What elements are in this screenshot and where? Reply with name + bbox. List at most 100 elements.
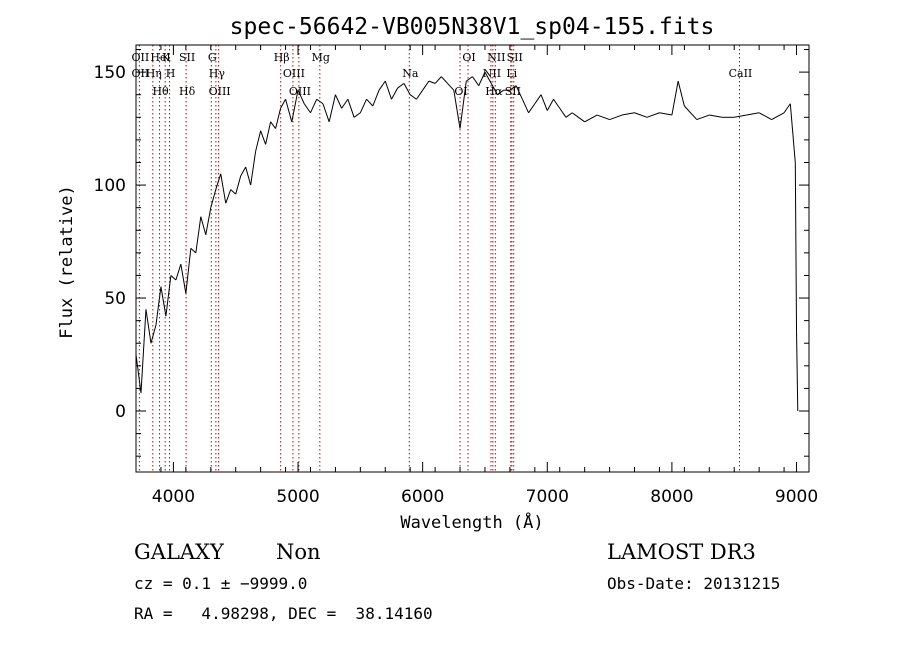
spectrum-segment-57 bbox=[453, 90, 461, 129]
line-label-7-0: Hγ bbox=[209, 67, 226, 80]
spectrum-segment-81 bbox=[621, 112, 635, 116]
line-label-1-0: Hη bbox=[146, 67, 162, 80]
object-class: GALAXY bbox=[134, 540, 225, 564]
spectrum-segment-67 bbox=[515, 85, 523, 100]
spectrum-segment-80 bbox=[609, 114, 623, 121]
spectrum-segment-59 bbox=[465, 76, 473, 82]
axis-ticks: 4000 5000 6000 7000 8000 9000 0 50 100 150 bbox=[94, 45, 818, 507]
spectrum-segment-53 bbox=[428, 80, 436, 84]
spectrum-segment-43 bbox=[366, 98, 374, 107]
obs-date: Obs-Date: 20131215 bbox=[607, 574, 780, 593]
spectrum-segment-76 bbox=[571, 112, 579, 118]
spectrum-segment-68 bbox=[521, 99, 530, 113]
spectrum-segment-7 bbox=[170, 275, 177, 281]
spectrum-segment-2 bbox=[145, 309, 152, 344]
line-label-11-0: OIII bbox=[289, 85, 311, 98]
spectrum-segment-37 bbox=[328, 94, 336, 122]
spectrum-segment-18 bbox=[225, 189, 232, 204]
spectrum-segment-32 bbox=[297, 89, 305, 104]
spectrum-segment-30 bbox=[285, 99, 293, 122]
line-label-2-0: Hθ bbox=[152, 85, 169, 98]
x-tick-label-0: 4000 bbox=[152, 487, 195, 507]
spectrum-segment-1 bbox=[140, 309, 147, 393]
spectrum-segment-94 bbox=[771, 112, 785, 120]
chart-title: spec-56642-VB005N38V1_sp04-155.fits bbox=[230, 14, 715, 40]
spectrum-segment-16 bbox=[215, 173, 222, 190]
spectrum-segment-29 bbox=[280, 98, 286, 109]
spectrum-segment-72 bbox=[546, 98, 554, 111]
spectrum-segment-45 bbox=[378, 80, 386, 91]
spectrum-segment-73 bbox=[553, 98, 561, 109]
spectrum-segment-41 bbox=[353, 112, 361, 118]
spectrum-segment-89 bbox=[709, 114, 722, 118]
spectrum-segment-71 bbox=[540, 94, 548, 111]
spectrum-segment-17 bbox=[220, 173, 227, 204]
spectrum-segment-61 bbox=[478, 71, 486, 86]
spectrum-segment-56 bbox=[447, 83, 455, 91]
spectrum-segment-66 bbox=[509, 85, 517, 91]
spectrum-segment-51 bbox=[416, 89, 424, 100]
spectrum-segment-79 bbox=[596, 114, 610, 121]
line-label-2-1: HeI bbox=[150, 51, 170, 64]
spectrum-segment-54 bbox=[434, 76, 442, 84]
spectrum-segment-64 bbox=[497, 89, 504, 96]
spectrum-segment-34 bbox=[310, 99, 318, 113]
spectrum-segment-49 bbox=[403, 83, 411, 95]
x-tick-label-3: 7000 bbox=[526, 487, 569, 507]
spectrum-segment-75 bbox=[565, 112, 573, 118]
spectrum-segment-40 bbox=[347, 99, 355, 118]
spectrum-segment-91 bbox=[734, 114, 747, 118]
spectrum-segment-69 bbox=[528, 103, 536, 114]
spectrum-segment-24 bbox=[255, 130, 262, 152]
x-tick-label-4: 8000 bbox=[650, 487, 693, 507]
spectrum-segment-33 bbox=[303, 103, 311, 114]
line-label-15-0: OI bbox=[462, 51, 475, 64]
spectrum-segment-82 bbox=[634, 112, 648, 118]
spectrum-segment-5 bbox=[160, 286, 167, 317]
y-tick-label-3: 150 bbox=[94, 63, 126, 83]
plot-axes bbox=[135, 44, 810, 473]
y-tick-label-1: 50 bbox=[104, 289, 126, 309]
spectrum-segment-46 bbox=[384, 80, 392, 100]
spectrum-segment-8 bbox=[175, 263, 182, 281]
spectrum-segment-11 bbox=[190, 247, 197, 254]
plot-frame bbox=[135, 44, 810, 473]
y-tick-label-0: 0 bbox=[115, 402, 126, 422]
x-axis-label: Wavelength (Å) bbox=[400, 511, 543, 533]
spectrum-segment-62 bbox=[484, 71, 492, 84]
object-subclass: Non bbox=[276, 540, 321, 564]
spectrum-segment-21 bbox=[240, 166, 247, 177]
line-label-12-0: Mg bbox=[312, 51, 330, 64]
spectrum-segment-50 bbox=[409, 94, 417, 100]
ra-dec-readout: RA = 4.98298, DEC = 38.14160 bbox=[134, 604, 433, 623]
spectrum-segment-15 bbox=[210, 189, 217, 208]
spectrum-segment-77 bbox=[578, 116, 585, 123]
spectrum-segment-42 bbox=[359, 99, 368, 113]
spectrum-segment-14 bbox=[205, 207, 212, 235]
line-label-8-0: OIII bbox=[209, 85, 231, 98]
spectrum-segment-0 bbox=[135, 354, 142, 393]
spectrum-segment-78 bbox=[584, 114, 598, 123]
spectrum-segment-85 bbox=[671, 81, 679, 116]
line-label-18-0: NII bbox=[487, 51, 505, 64]
spectrum-segment-3 bbox=[150, 325, 157, 344]
survey-label: LAMOST DR3 bbox=[607, 540, 756, 564]
line-label-10-0: OIII bbox=[283, 67, 305, 80]
spectrum-segment-13 bbox=[200, 216, 207, 235]
line-label-4-0: H bbox=[166, 67, 176, 80]
spectrum-segment-36 bbox=[322, 103, 330, 122]
line-label-9-0: Hβ bbox=[274, 51, 290, 64]
spectrum-segment-10 bbox=[185, 248, 192, 294]
y-axis-label: Flux (relative) bbox=[57, 185, 77, 339]
spectrum-segment-20 bbox=[235, 175, 242, 195]
spectrum-segment-55 bbox=[440, 76, 448, 84]
spectrum-segment-86 bbox=[677, 81, 685, 107]
spectrum-segment-52 bbox=[422, 80, 430, 91]
line-label-22-0: CaII bbox=[729, 67, 753, 80]
spectrum-segment-9 bbox=[180, 264, 187, 294]
y-tick-label-2: 100 bbox=[94, 176, 126, 196]
spectrum-segment-26 bbox=[265, 121, 272, 145]
spectrum-segment-93 bbox=[758, 112, 772, 120]
x-tick-label-2: 6000 bbox=[401, 487, 444, 507]
